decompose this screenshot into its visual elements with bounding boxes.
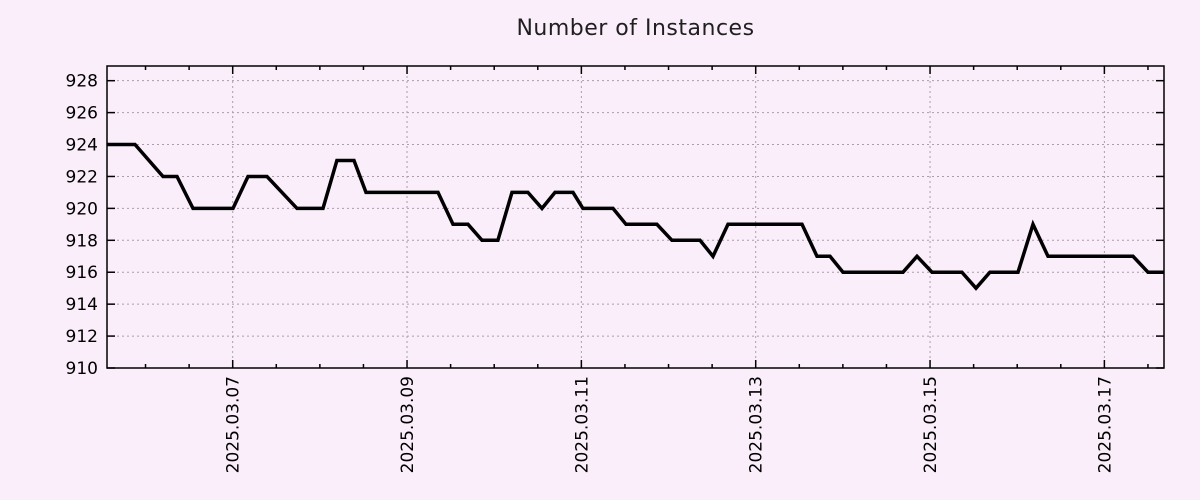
x-tick-label: 2025.03.17 bbox=[1095, 376, 1115, 473]
y-tick-label: 922 bbox=[66, 167, 98, 187]
x-tick-label: 2025.03.11 bbox=[572, 376, 592, 473]
x-axis-labels: 2025.03.07 2025.03.09 2025.03.11 2025.03.13… bbox=[224, 376, 1116, 473]
y-tick-label: 912 bbox=[66, 327, 98, 347]
y-tick-label: 910 bbox=[66, 359, 98, 379]
y-tick-label: 924 bbox=[66, 136, 98, 156]
y-tick-label: 916 bbox=[66, 263, 98, 283]
x-tick-label: 2025.03.07 bbox=[224, 376, 244, 473]
grid-lines bbox=[107, 66, 1164, 368]
y-tick-label: 928 bbox=[66, 72, 98, 92]
y-tick-label: 926 bbox=[66, 104, 98, 124]
series-line bbox=[107, 142, 1164, 291]
x-tick-label: 2025.03.13 bbox=[747, 376, 767, 473]
y-tick-label: 920 bbox=[66, 199, 98, 219]
y-tick-label: 914 bbox=[66, 295, 98, 315]
chart-title: Number of Instances bbox=[516, 16, 755, 41]
plot-border bbox=[106, 65, 1165, 369]
x-tick-label: 2025.03.09 bbox=[398, 376, 418, 473]
axis-ticks bbox=[107, 66, 1164, 369]
y-axis-labels: 910 912 914 916 918 920 922 924 926 928 bbox=[66, 72, 98, 379]
y-tick-label: 918 bbox=[66, 231, 98, 251]
x-tick-label: 2025.03.15 bbox=[921, 376, 941, 473]
